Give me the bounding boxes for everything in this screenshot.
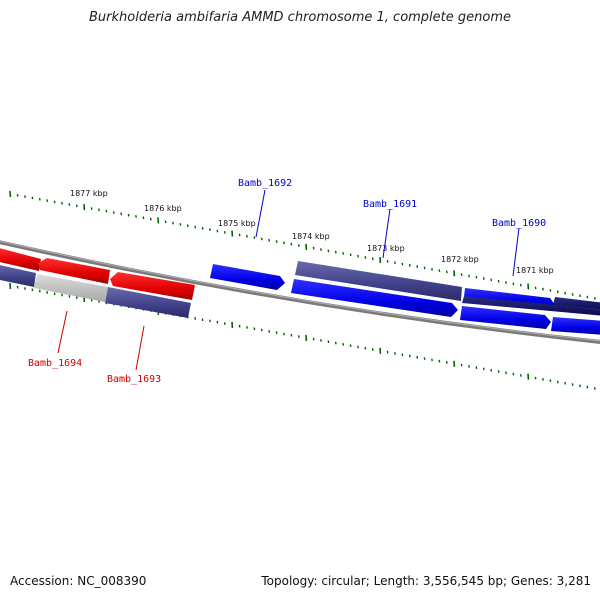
gene-feature-bamb-1694[interactable]: [0, 247, 41, 271]
backbone-line: [0, 240, 600, 344]
gene-label-bamb-1694[interactable]: Bamb_1694: [28, 358, 82, 369]
genome-summary: Topology: circular; Length: 3,556,545 bp…: [261, 574, 591, 588]
gene-feature-bamb-1692[interactable]: [210, 264, 285, 290]
leader-bamb-1694: [57, 310, 68, 354]
gene-label-bamb-1692[interactable]: Bamb_1692: [238, 178, 292, 189]
backbone-highlight: [0, 240, 600, 342]
gene-feature-blue-lower-1[interactable]: [460, 306, 551, 329]
tick-track-outer: [9, 190, 596, 300]
map-title: Burkholderia ambifaria AMMD chromosome 1…: [88, 10, 512, 25]
gene-label-bamb-1691[interactable]: Bamb_1691: [363, 199, 417, 210]
kbp-label-1876: 1876 kbp: [144, 204, 182, 213]
leader-bamb-1692: [255, 189, 266, 238]
gene-feature-bamb-1693[interactable]: [110, 272, 195, 300]
kbp-label-1871: 1871 kbp: [516, 266, 554, 275]
feature-gray: [34, 274, 108, 302]
leader-bamb-1691: [382, 208, 391, 259]
gene-feature-blue-lower-2[interactable]: [551, 317, 600, 335]
accession-label: Accession: NC_008390: [10, 574, 147, 588]
kbp-label-1874: 1874 kbp: [292, 232, 330, 241]
kbp-label-1873: 1873 kbp: [367, 244, 405, 253]
gene-feature-bamb-1691[interactable]: [291, 279, 458, 317]
gene-feature-slate-right: [553, 297, 600, 310]
gene-feature-slate-upper[interactable]: [295, 261, 462, 301]
gene-feature-red-2[interactable]: [38, 258, 110, 284]
leader-bamb-1690: [512, 227, 520, 277]
kbp-label-1877: 1877 kbp: [70, 189, 108, 198]
leader-bamb-1693: [135, 325, 145, 371]
feature-slate-left: [0, 265, 36, 287]
gene-feature-navy[interactable]: [462, 296, 600, 316]
kbp-label-1872: 1872 kbp: [441, 255, 479, 264]
kbp-label-1875: 1875 kbp: [218, 219, 256, 228]
feature-slate-mid: [105, 287, 191, 318]
gene-label-bamb-1693[interactable]: Bamb_1693: [107, 374, 161, 385]
gene-label-bamb-1690[interactable]: Bamb_1690: [492, 218, 546, 229]
